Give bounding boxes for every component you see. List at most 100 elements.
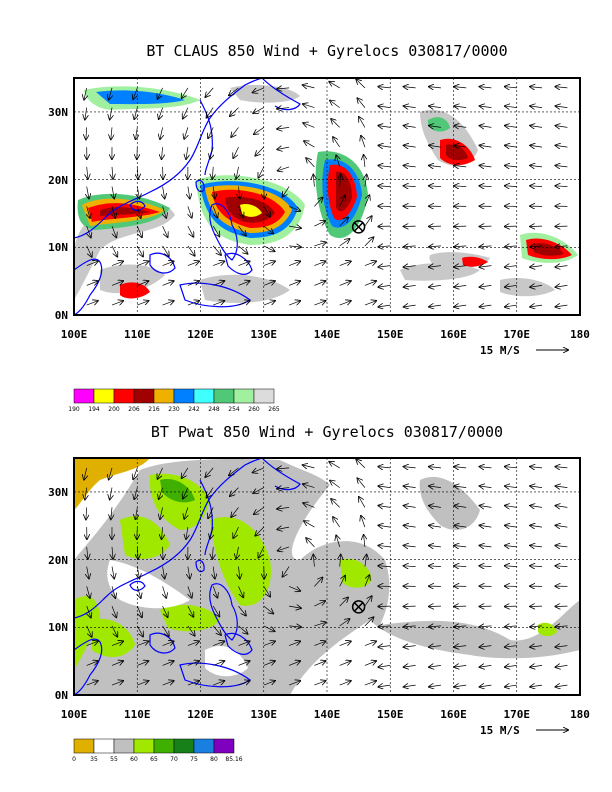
wind-vector: [555, 87, 568, 88]
wind-vector: [378, 126, 391, 128]
wind-vector: [339, 281, 351, 286]
wind-vector: [187, 245, 195, 256]
wind-vector: [364, 596, 372, 607]
panel1-xtick-140E: 140E: [314, 328, 341, 341]
wind-vector: [212, 605, 219, 616]
wind-vector: [454, 665, 467, 667]
wind-vector: [530, 266, 543, 268]
wind-vector: [187, 625, 195, 636]
panel1-title: BT CLAUS 850 Wind + Gyrelocs 030817/0000: [146, 42, 507, 60]
wind-vector: [454, 467, 467, 468]
panel2-ytick-30N: 30N: [48, 486, 68, 499]
panel2-colorbar: 0 35 55 60 65 70 75 80 85.16: [72, 738, 243, 763]
wind-vector: [229, 467, 239, 475]
wind-vector: [454, 87, 467, 88]
wind-vector: [505, 126, 517, 128]
wind-vector: [289, 246, 301, 247]
panel1-cloud-shading: [74, 84, 578, 303]
wind-vector: [112, 186, 114, 199]
wind-vector: [378, 145, 391, 147]
wind-vector: [111, 127, 112, 139]
cb1-label-2: 200: [108, 406, 120, 413]
wind-vector: [378, 305, 391, 307]
wind-vector: [336, 155, 340, 168]
wind-vector: [186, 527, 188, 539]
wind-vector: [378, 266, 391, 268]
wind-vector: [378, 285, 391, 287]
wind-vector: [212, 625, 221, 635]
wind-vector: [288, 301, 300, 306]
panel2-xtick-120E: 120E: [187, 708, 214, 721]
wind-vector: [263, 261, 275, 266]
wind-vector: [233, 526, 239, 538]
cb1-swatch-9: [253, 388, 275, 404]
panel2-gyre-marker: [351, 600, 366, 614]
wind-vector: [288, 586, 300, 591]
panel2-wind-vectors: [84, 460, 568, 687]
wind-vector: [505, 246, 517, 247]
wind-vector: [111, 625, 117, 637]
wind-vector: [303, 484, 315, 488]
wind-vector: [555, 467, 568, 468]
wind-vector: [205, 87, 214, 97]
wind-vector: [480, 186, 492, 187]
wind-vector: [404, 646, 416, 648]
wind-vector: [530, 87, 543, 88]
panel1-ytick-20N: 20N: [48, 174, 68, 187]
wind-vector: [187, 661, 199, 666]
wind-vector: [136, 245, 143, 257]
wind-vector: [331, 119, 340, 128]
wind-vector: [86, 245, 92, 257]
cb2-swatch-7: [213, 738, 235, 754]
wind-vector: [277, 488, 290, 489]
wind-vector: [555, 246, 568, 247]
wind-vector: [207, 487, 214, 498]
wind-vector: [263, 281, 275, 286]
wind-vector: [339, 196, 345, 207]
wind-vector: [87, 605, 91, 617]
wind-vector: [213, 281, 224, 286]
wind-vector: [160, 507, 163, 519]
wind-vector: [505, 87, 517, 88]
wind-vector: [330, 481, 340, 488]
wind-vector: [314, 661, 325, 666]
wind-vector: [254, 507, 264, 514]
wind-vector: [505, 266, 517, 268]
wind-vector: [205, 467, 214, 477]
panel1-x-axis: 100E 110E 120E 130E 140E 150E 160E 170E …: [61, 328, 590, 341]
wind-vector: [359, 497, 366, 508]
wind-vector: [364, 237, 374, 247]
wind-vector: [336, 535, 340, 548]
wind-vector: [303, 104, 315, 108]
wind-vector: [277, 88, 290, 89]
wind-vector: [112, 166, 113, 179]
wind-vector: [404, 525, 416, 527]
wind-vector: [183, 487, 189, 499]
wind-vector: [313, 555, 314, 567]
wind-vector: [314, 681, 325, 686]
wind-vector: [505, 305, 517, 307]
wind-vector: [530, 106, 543, 108]
wind-vector: [238, 225, 246, 235]
panel2-title: BT Pwat 850 Wind + Gyrelocs 030817/0000: [151, 423, 503, 441]
wind-vector: [454, 566, 467, 567]
panel2-x-axis: 100E 110E 120E 130E 140E 150E 160E 170E …: [61, 708, 590, 721]
wind-vector: [339, 239, 350, 247]
wind-vector: [137, 641, 148, 646]
wind-vector: [555, 626, 568, 627]
wind-vector: [278, 547, 290, 551]
wind-vector: [213, 661, 224, 666]
wind-vector: [404, 685, 416, 687]
wind-vector: [85, 107, 87, 120]
wind-vector: [109, 467, 112, 480]
wind-vector: [454, 266, 467, 268]
wind-vector: [505, 186, 517, 187]
wind-vector: [86, 127, 87, 139]
cb2-swatch-6: [193, 738, 215, 754]
panel2-reference-vector: 15 M/S: [480, 724, 568, 737]
wind-vector: [505, 646, 517, 648]
wind-vector: [277, 527, 290, 529]
wind-vector: [378, 646, 391, 648]
wind-vector: [480, 166, 492, 167]
panel1-xtick-130E: 130E: [251, 328, 278, 341]
